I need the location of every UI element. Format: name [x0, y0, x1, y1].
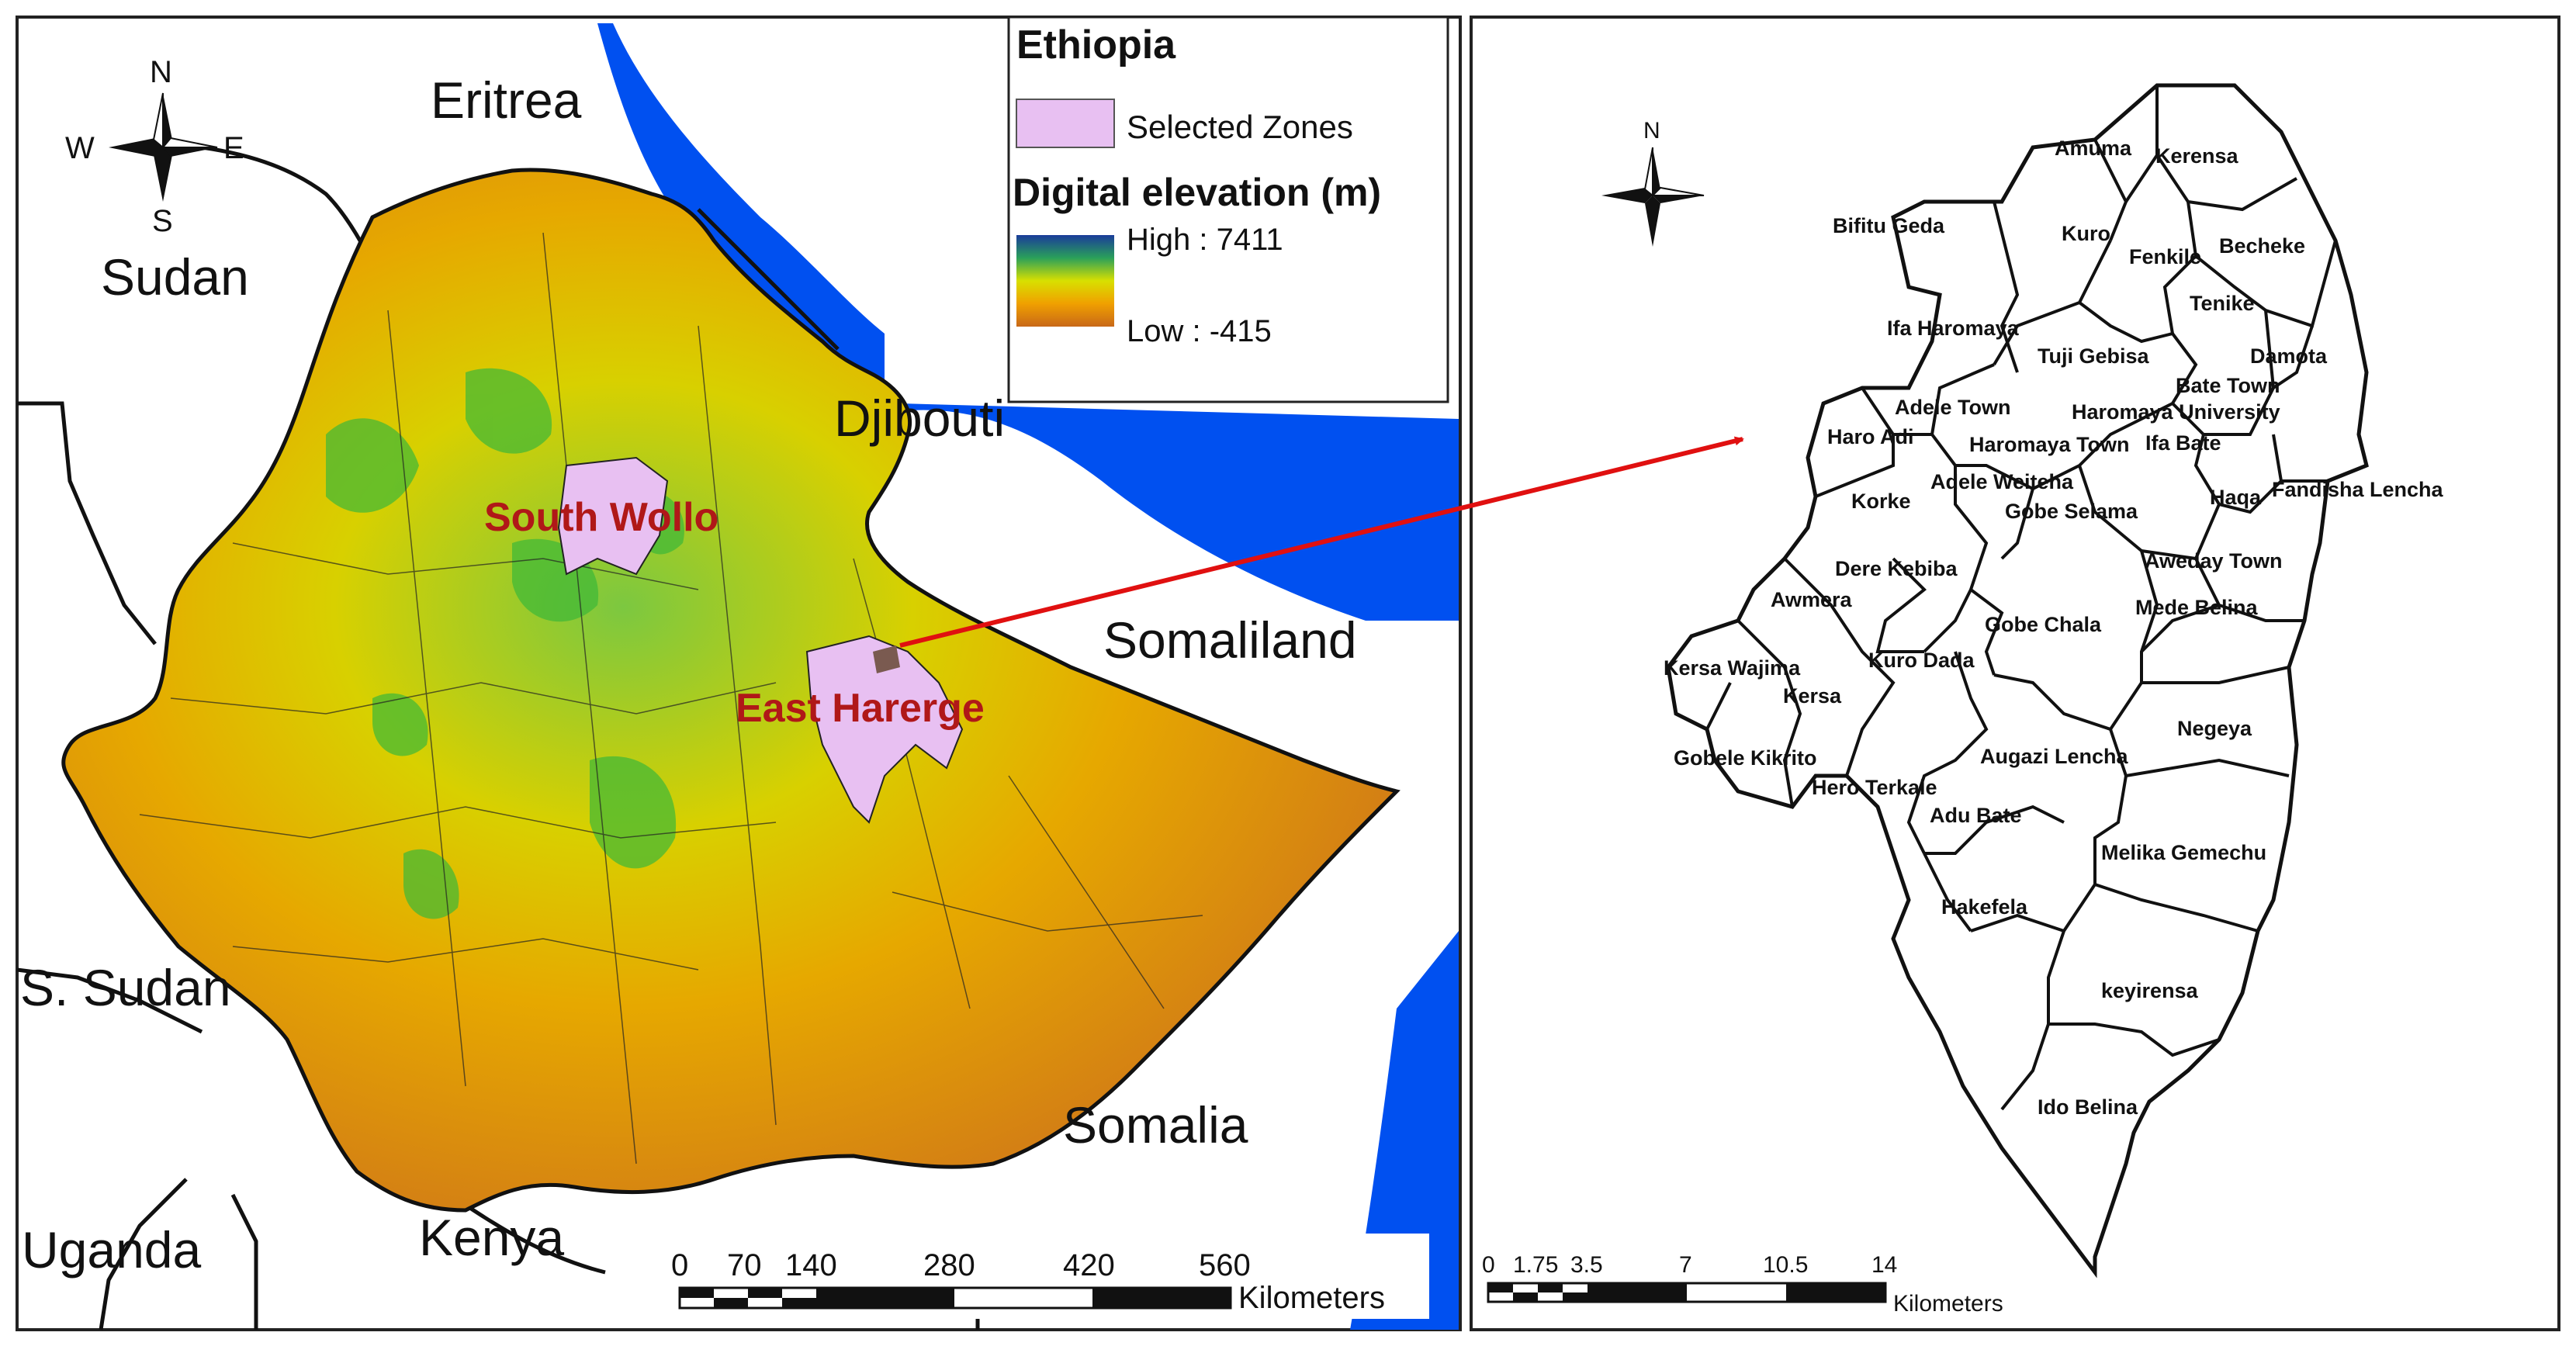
scale-unit-right: Kilometers	[1893, 1291, 2003, 1317]
zone-label-east-harerge: East Harerge	[736, 686, 985, 731]
scale-right-tick-3-5: 3.5	[1570, 1252, 1603, 1278]
district-label-kuro-dada: Kuro Dada	[1868, 649, 1975, 672]
district-label-haqa: Haqa	[2210, 486, 2262, 509]
east-harerge-zone	[805, 635, 964, 824]
scale-right-tick-0: 0	[1482, 1252, 1495, 1278]
district-label-kerensa: Kerensa	[2155, 144, 2239, 168]
zone-label-south-wollo: South Wollo	[484, 495, 718, 540]
district-label-adu-bate: Adu Bate	[1930, 804, 2022, 827]
district-label-becheke: Becheke	[2219, 234, 2305, 258]
scale-right-tick-10-5: 10.5	[1763, 1252, 1808, 1278]
district-label-adele-town: Adele Town	[1895, 396, 2011, 419]
district-label-awmera: Awmera	[1771, 588, 1853, 611]
east-harerge-districts	[1666, 83, 2369, 1279]
district-label-amuma: Amuma	[2055, 137, 2132, 160]
district-label-bifitu-geda: Bifitu Geda	[1833, 214, 1945, 237]
district-label-hakefela: Hakefela	[1941, 895, 2028, 919]
district-label-kuro: Kuro	[2062, 222, 2110, 245]
compass-rose-right: N	[1601, 118, 1705, 247]
scale-tick-0: 0	[671, 1248, 688, 1282]
legend-high: High : 7411	[1127, 223, 1283, 257]
scale-tick-280: 280	[923, 1248, 975, 1282]
right-map-panel: N	[1470, 16, 2560, 1331]
district-label-augazi-lencha: Augazi Lencha	[1980, 745, 2129, 768]
scale-right-tick-14: 14	[1871, 1252, 1897, 1278]
country-label-eritrea: Eritrea	[431, 71, 582, 129]
legend: Ethiopia Selected Zones Digital elevatio…	[1007, 16, 1449, 403]
compass-right-n: N	[1643, 118, 1660, 144]
compass-n: N	[150, 55, 172, 89]
scale-tick-560: 560	[1199, 1248, 1251, 1282]
legend-title: Ethiopia	[1016, 22, 1176, 67]
legend-elevation-ramp	[1016, 235, 1114, 327]
district-label-ifa-haromaya: Ifa Haromaya	[1887, 317, 2020, 340]
district-label-gobe-chala: Gobe Chala	[1985, 613, 2102, 636]
country-label-somalia: Somalia	[1063, 1096, 1248, 1154]
district-label-fandisha-lencha: Fandisha Lencha	[2272, 478, 2444, 501]
legend-selected-label: Selected Zones	[1127, 109, 1353, 145]
scale-unit-left: Kilometers	[1238, 1281, 1385, 1315]
compass-w: W	[65, 131, 95, 165]
connector-arrow	[899, 436, 1744, 648]
district-label-adele-weiteha: Adele Weiteha	[1930, 470, 2074, 493]
south-wollo-zone	[557, 456, 669, 576]
country-label-sudan: Sudan	[101, 248, 249, 306]
legend-selected-swatch	[1016, 99, 1115, 148]
district-label-korke: Korke	[1851, 490, 1911, 513]
compass-s: S	[152, 204, 173, 238]
district-label-ifa-bate: Ifa Bate	[2145, 431, 2221, 455]
district-label-gobe-selama: Gobe Selama	[2005, 500, 2138, 523]
district-label-hero-terkale: Hero Terkale	[1812, 776, 1937, 799]
district-label-negeya: Negeya	[2177, 717, 2252, 740]
district-label-gobele-kikrito: Gobele Kikrito	[1674, 746, 1817, 770]
legend-low: Low : -415	[1127, 314, 1272, 348]
district-label-ido-belina: Ido Belina	[2038, 1095, 2138, 1119]
district-label-aweday-town: Aweday Town	[2145, 549, 2283, 573]
district-label-mede-belina: Mede Belina	[2135, 596, 2259, 619]
district-label-dere-kebiba: Dere Kebiba	[1835, 557, 1958, 580]
country-label-djibouti: Djibouti	[834, 389, 1005, 447]
legend-elev-title: Digital elevation (m)	[1013, 171, 1381, 214]
ethiopia-elevation	[61, 168, 1401, 1213]
country-label-kenya: Kenya	[419, 1209, 564, 1266]
country-label-somaliland: Somaliland	[1103, 611, 1357, 669]
district-label-haromaya-university: Haromaya University	[2072, 400, 2280, 424]
district-label-fenkile: Fenkile	[2129, 245, 2201, 268]
district-label-damota: Damota	[2250, 344, 2328, 368]
scale-right-tick-1-75: 1.75	[1513, 1252, 1558, 1278]
scale-bar-left: 0 70 140 280 420 560 Kilometers	[653, 1234, 1429, 1319]
district-label-kersa-wajima: Kersa Wajima	[1664, 656, 1801, 680]
left-map-panel: Eritrea Sudan Djibouti Somaliland S. Sud…	[16, 16, 1462, 1331]
district-label-tenike: Tenike	[2190, 292, 2255, 315]
scale-tick-420: 420	[1063, 1248, 1115, 1282]
country-label-uganda: Uganda	[22, 1221, 201, 1279]
compass-e: E	[223, 131, 244, 165]
district-label-tuji-gebisa: Tuji Gebisa	[2038, 344, 2150, 368]
district-label-melika-gemechu: Melika Gemechu	[2101, 841, 2266, 864]
district-label-bate-town: Bate Town	[2176, 374, 2280, 397]
scale-bar-right: 0 1.75 3.5 7 10.5 14 Kilometers	[1482, 1252, 2003, 1317]
district-label-kersa: Kersa	[1783, 684, 1842, 708]
scale-tick-70: 70	[727, 1248, 762, 1282]
sea	[597, 23, 1459, 1330]
country-label-s-sudan: S. Sudan	[20, 959, 231, 1016]
scale-right-tick-7: 7	[1679, 1252, 1692, 1278]
district-label-haromaya-town: Haromaya Town	[1969, 433, 2130, 456]
compass-rose-left: N S E W	[65, 55, 244, 238]
scale-tick-140: 140	[785, 1248, 837, 1282]
district-label-keyirensa: keyirensa	[2101, 979, 2199, 1002]
district-label-haro-adi: Haro Adi	[1827, 425, 1914, 448]
